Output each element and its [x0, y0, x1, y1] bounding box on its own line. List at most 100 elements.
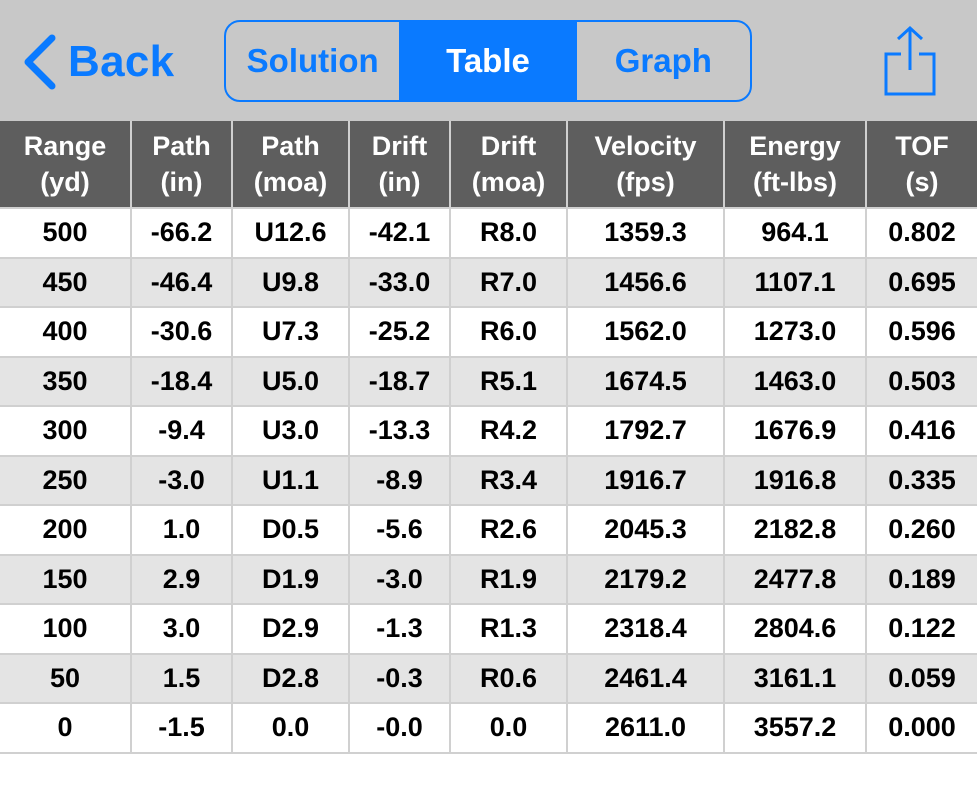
view-segmented-control: Solution Table Graph	[224, 20, 752, 102]
ballistics-table: Range (yd) Path (in) Path (moa) Drift (i…	[0, 121, 977, 754]
navigation-bar: Back Solution Table Graph	[0, 0, 977, 121]
cell-path-moa: U1.1	[232, 455, 350, 506]
cell-path-moa: U9.8	[232, 257, 350, 308]
cell-drift-in: -42.1	[349, 208, 451, 259]
table-row: 150 2.9 D1.9 -3.0 R1.9 2179.2 2477.8 0.1…	[0, 554, 977, 605]
table-row: 500 -66.2 U12.6 -42.1 R8.0 1359.3 964.1 …	[0, 208, 977, 259]
header-energy[interactable]: Energy (ft-lbs)	[724, 121, 867, 209]
cell-tof: 0.000	[866, 703, 977, 754]
header-drift-in[interactable]: Drift (in)	[349, 121, 451, 209]
cell-path-moa: U12.6	[232, 208, 350, 259]
cell-drift-in: -8.9	[349, 455, 451, 506]
cell-range: 400	[0, 307, 132, 358]
cell-range: 150	[0, 554, 132, 605]
cell-drift-moa: R1.9	[450, 554, 568, 605]
cell-drift-moa: R4.2	[450, 406, 568, 457]
table-row: 50 1.5 D2.8 -0.3 R0.6 2461.4 3161.1 0.05…	[0, 653, 977, 704]
cell-range: 100	[0, 604, 132, 655]
cell-tof: 0.596	[866, 307, 977, 358]
cell-energy: 2182.8	[724, 505, 867, 556]
cell-velocity: 2045.3	[567, 505, 725, 556]
cell-velocity: 2179.2	[567, 554, 725, 605]
cell-tof: 0.260	[866, 505, 977, 556]
cell-velocity: 1792.7	[567, 406, 725, 457]
header-path-in[interactable]: Path (in)	[131, 121, 233, 209]
cell-path-in: -46.4	[131, 257, 233, 308]
table-row: 200 1.0 D0.5 -5.6 R2.6 2045.3 2182.8 0.2…	[0, 505, 977, 556]
cell-drift-moa: 0.0	[450, 703, 568, 754]
cell-tof: 0.416	[866, 406, 977, 457]
header-velocity[interactable]: Velocity (fps)	[567, 121, 725, 209]
cell-path-moa: U3.0	[232, 406, 350, 457]
header-path-moa[interactable]: Path (moa)	[232, 121, 350, 209]
tab-solution[interactable]: Solution	[246, 42, 379, 79]
cell-path-in: -1.5	[131, 703, 233, 754]
back-button-label: Back	[68, 37, 175, 86]
cell-range: 250	[0, 455, 132, 506]
cell-tof: 0.189	[866, 554, 977, 605]
back-button[interactable]: Back	[22, 34, 174, 90]
cell-path-in: -9.4	[131, 406, 233, 457]
cell-range: 350	[0, 356, 132, 407]
cell-path-in: -3.0	[131, 455, 233, 506]
cell-drift-in: -1.3	[349, 604, 451, 655]
cell-velocity: 1456.6	[567, 257, 725, 308]
cell-path-in: -18.4	[131, 356, 233, 407]
cell-energy: 2804.6	[724, 604, 867, 655]
table-row: 250 -3.0 U1.1 -8.9 R3.4 1916.7 1916.8 0.…	[0, 455, 977, 506]
tab-graph[interactable]: Graph	[574, 22, 750, 100]
cell-drift-in: -0.3	[349, 653, 451, 704]
cell-path-in: 1.0	[131, 505, 233, 556]
cell-drift-moa: R1.3	[450, 604, 568, 655]
header-drift-moa[interactable]: Drift (moa)	[450, 121, 568, 209]
cell-path-moa: D2.8	[232, 653, 350, 704]
cell-velocity: 1359.3	[567, 208, 725, 259]
cell-drift-moa: R8.0	[450, 208, 568, 259]
table-row: 450 -46.4 U9.8 -33.0 R7.0 1456.6 1107.1 …	[0, 257, 977, 308]
cell-path-in: -66.2	[131, 208, 233, 259]
cell-energy: 1676.9	[724, 406, 867, 457]
cell-path-moa: 0.0	[232, 703, 350, 754]
cell-energy: 1107.1	[724, 257, 867, 308]
table-row: 350 -18.4 U5.0 -18.7 R5.1 1674.5 1463.0 …	[0, 356, 977, 407]
cell-velocity: 2461.4	[567, 653, 725, 704]
header-tof[interactable]: TOF (s)	[866, 121, 977, 209]
cell-energy: 3557.2	[724, 703, 867, 754]
cell-range: 500	[0, 208, 132, 259]
cell-velocity: 1916.7	[567, 455, 725, 506]
cell-tof: 0.059	[866, 653, 977, 704]
cell-path-moa: D0.5	[232, 505, 350, 556]
cell-path-in: 2.9	[131, 554, 233, 605]
cell-velocity: 2318.4	[567, 604, 725, 655]
cell-drift-moa: R7.0	[450, 257, 568, 308]
cell-energy: 964.1	[724, 208, 867, 259]
table-row: 0 -1.5 0.0 -0.0 0.0 2611.0 3557.2 0.000	[0, 703, 977, 754]
cell-velocity: 2611.0	[567, 703, 725, 754]
cell-tof: 0.695	[866, 257, 977, 308]
cell-tof: 0.503	[866, 356, 977, 407]
cell-path-in: 3.0	[131, 604, 233, 655]
header-range[interactable]: Range (yd)	[0, 121, 132, 209]
cell-path-moa: U5.0	[232, 356, 350, 407]
cell-path-in: -30.6	[131, 307, 233, 358]
cell-tof: 0.122	[866, 604, 977, 655]
cell-drift-in: -13.3	[349, 406, 451, 457]
cell-tof: 0.802	[866, 208, 977, 259]
share-icon[interactable]	[880, 24, 940, 98]
table-header-row: Range (yd) Path (in) Path (moa) Drift (i…	[0, 121, 977, 209]
table-row: 300 -9.4 U3.0 -13.3 R4.2 1792.7 1676.9 0…	[0, 406, 977, 457]
cell-tof: 0.335	[866, 455, 977, 506]
cell-energy: 2477.8	[724, 554, 867, 605]
cell-drift-in: -25.2	[349, 307, 451, 358]
cell-drift-moa: R2.6	[450, 505, 568, 556]
cell-drift-in: -18.7	[349, 356, 451, 407]
tab-table[interactable]: Table	[399, 22, 575, 100]
cell-drift-moa: R5.1	[450, 356, 568, 407]
table-row: 400 -30.6 U7.3 -25.2 R6.0 1562.0 1273.0 …	[0, 307, 977, 358]
cell-range: 0	[0, 703, 132, 754]
cell-path-moa: D1.9	[232, 554, 350, 605]
cell-drift-in: -33.0	[349, 257, 451, 308]
cell-drift-in: -0.0	[349, 703, 451, 754]
cell-range: 200	[0, 505, 132, 556]
cell-velocity: 1562.0	[567, 307, 725, 358]
